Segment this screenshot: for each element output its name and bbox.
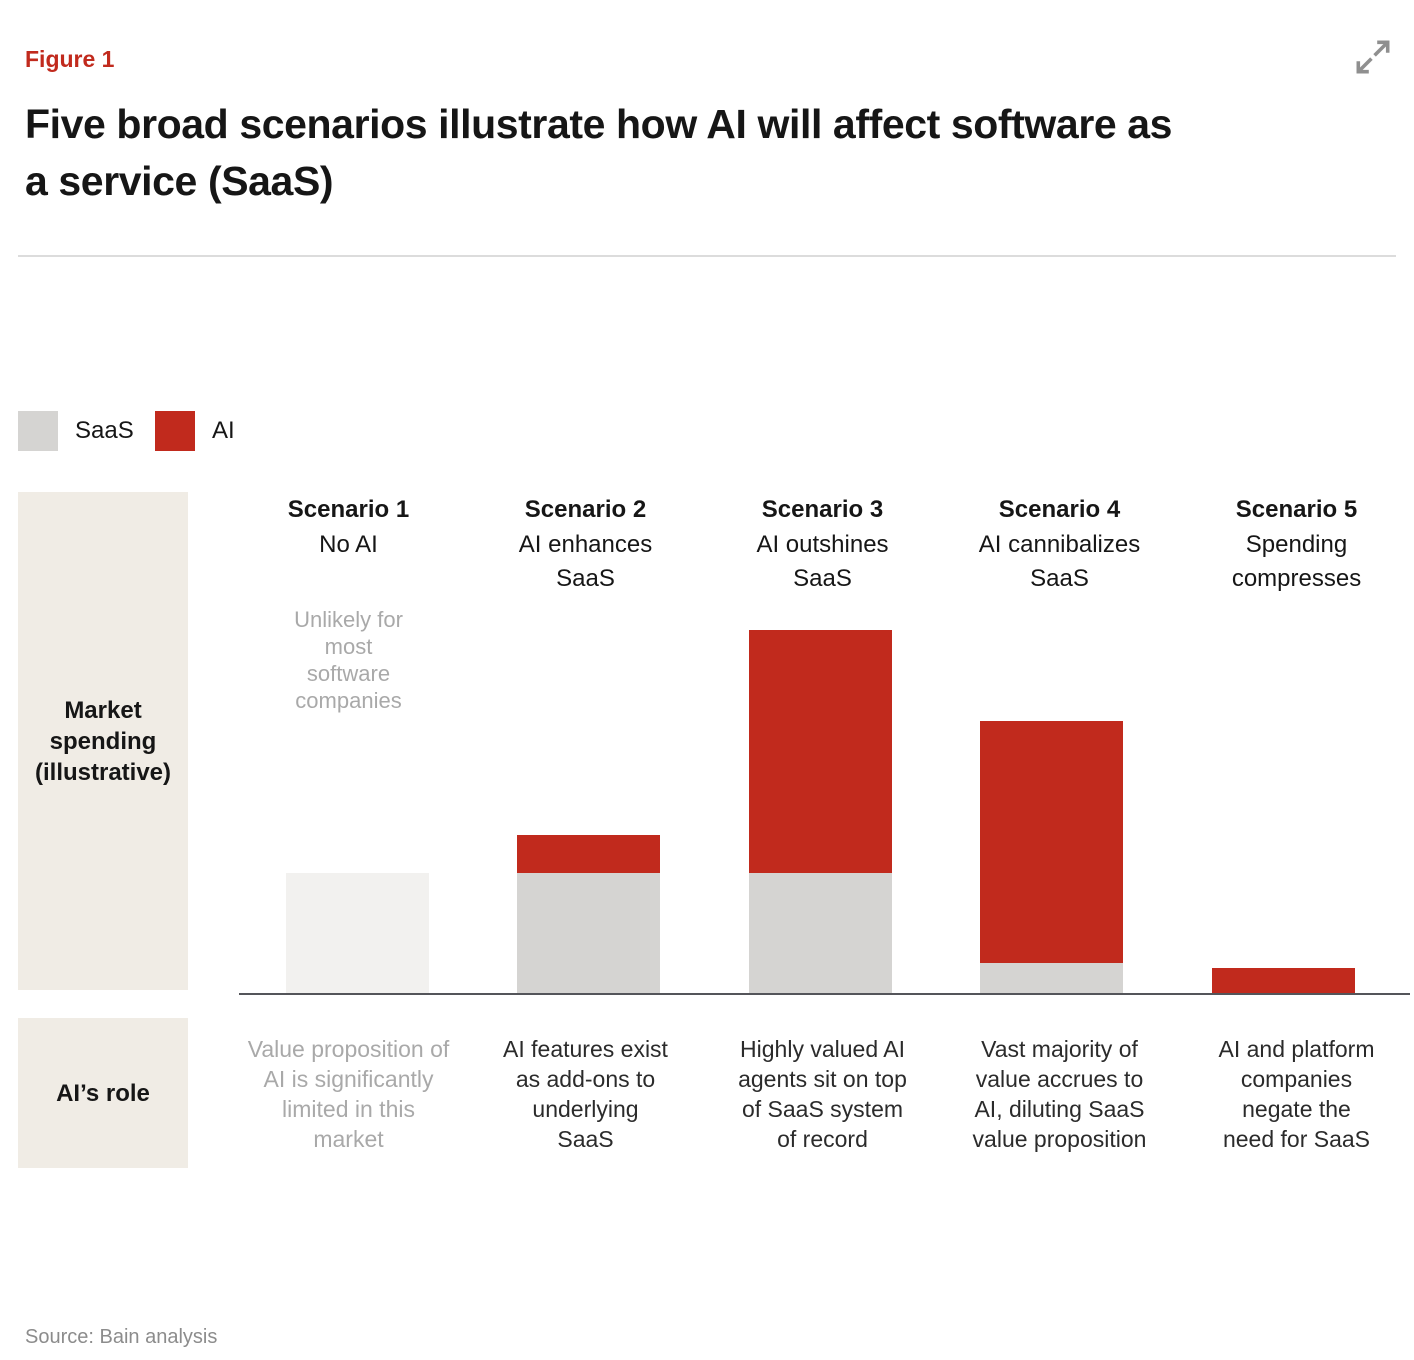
legend-swatch-saas — [18, 411, 58, 451]
scenario-2-header: Scenario 2 AI enhances SaaS — [467, 492, 704, 596]
scenario-1-name: Scenario 1 — [287, 496, 410, 523]
expand-icon[interactable] — [1352, 36, 1394, 78]
legend-label-ai: AI — [212, 417, 235, 444]
scenario-1-note: Unlikely for most software companies — [294, 607, 403, 713]
scenario-4-subtitle: AI cannibalizes SaaS — [978, 531, 1141, 592]
bar-scenario-5-ai-segment — [1212, 968, 1355, 994]
role-scenario-1: Value proposition of AI is significantly… — [247, 1036, 450, 1152]
scenario-5-subtitle: Spending compresses — [1231, 531, 1362, 592]
source-attribution: Source: Bain analysis — [25, 1326, 218, 1348]
bar-scenario-5 — [1212, 968, 1355, 994]
bar-scenario-4 — [980, 721, 1123, 994]
scenario-5-header: Scenario 5 Spending compresses — [1178, 492, 1414, 596]
legend-label-saas: SaaS — [75, 417, 134, 444]
role-scenario-3: Highly valued AI agents sit on top of Sa… — [738, 1036, 907, 1152]
bar-scenario-2-saas-segment — [517, 873, 660, 994]
bar-scenario-3-saas-segment — [749, 873, 892, 994]
role-scenario-2: AI features exist as add-ons to underlyi… — [503, 1036, 668, 1152]
scenario-4-name: Scenario 4 — [998, 496, 1121, 523]
bar-scenario-1-saas-segment — [286, 873, 429, 994]
scenario-2-subtitle: AI enhances SaaS — [518, 531, 653, 592]
scenario-3-header: Scenario 3 AI outshines SaaS — [704, 492, 941, 596]
scenario-1-header: Scenario 1 No AI Unlikely for most softw… — [230, 492, 467, 714]
title-divider — [18, 255, 1396, 257]
scenario-2-name: Scenario 2 — [524, 496, 647, 523]
role-scenario-5: AI and platform companies negate the nee… — [1218, 1036, 1375, 1152]
bar-scenario-4-ai-segment — [980, 721, 1123, 963]
bar-scenario-2-ai-segment — [517, 835, 660, 873]
ai-role-panel: AI’s role — [18, 1018, 188, 1168]
scenario-1-subtitle: No AI — [319, 531, 378, 558]
role-scenario-4: Vast majority of value accrues to AI, di… — [972, 1036, 1147, 1152]
scenario-3-name: Scenario 3 — [761, 496, 884, 523]
market-spending-panel: Market spending (illustrative) — [18, 492, 188, 990]
scenario-5-name: Scenario 5 — [1235, 496, 1358, 523]
bar-scenario-3-ai-segment — [749, 630, 892, 873]
figure-label: Figure 1 — [25, 46, 115, 72]
market-spending-label: Market spending (illustrative) — [34, 696, 172, 786]
ai-role-label: AI’s role — [56, 1079, 150, 1107]
page-title: Five broad scenarios illustrate how AI w… — [25, 101, 1173, 204]
bar-scenario-3 — [749, 630, 892, 994]
bar-scenario-1 — [286, 873, 429, 994]
bar-scenario-2 — [517, 835, 660, 994]
scenario-3-subtitle: AI outshines SaaS — [756, 531, 889, 592]
baseline-axis — [239, 993, 1410, 995]
legend-swatch-ai — [155, 411, 195, 451]
scenario-4-header: Scenario 4 AI cannibalizes SaaS — [941, 492, 1178, 596]
bar-scenario-4-saas-segment — [980, 963, 1123, 994]
